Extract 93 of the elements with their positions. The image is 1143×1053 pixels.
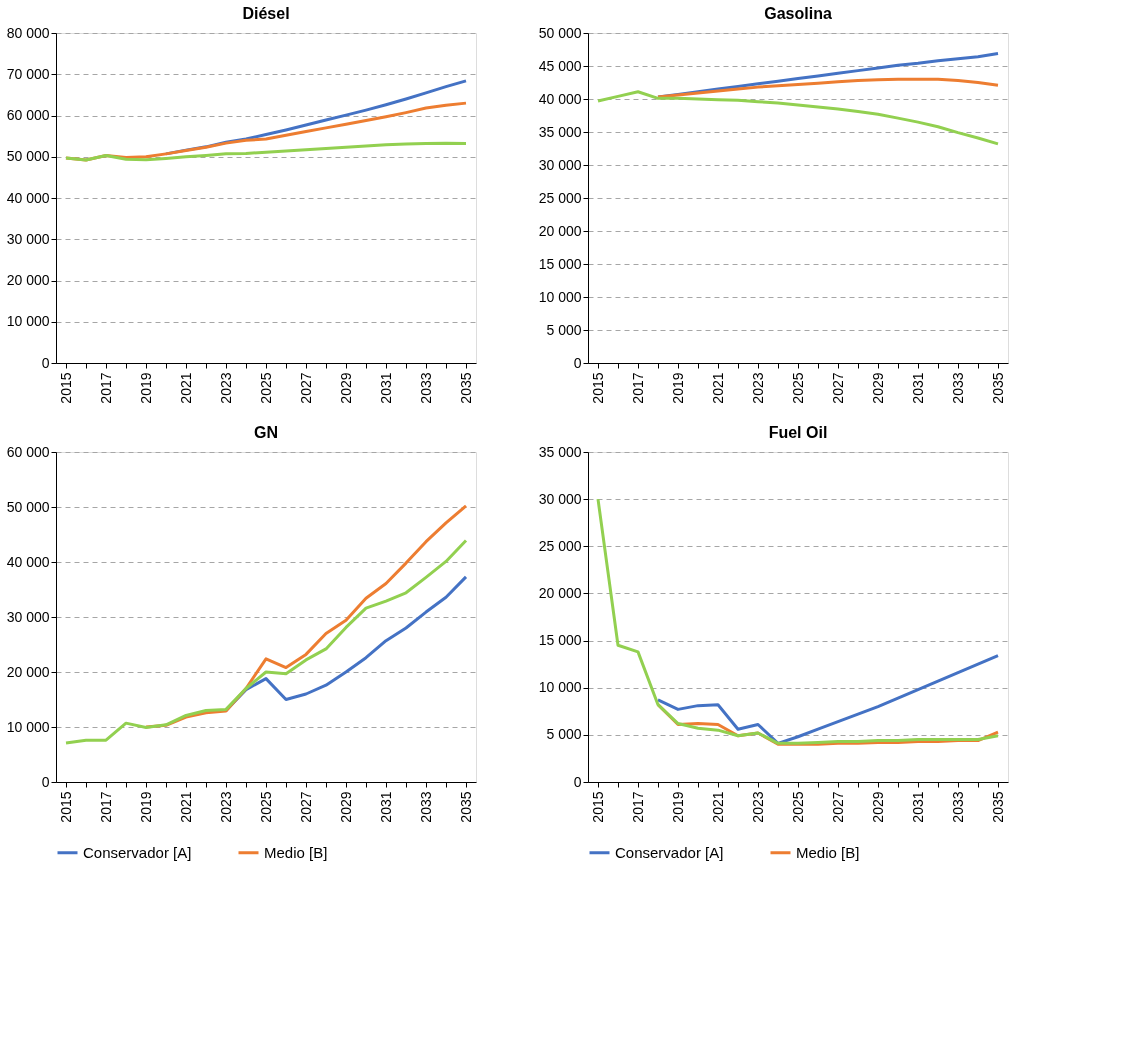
x-tick-label: 2033: [949, 372, 966, 404]
x-tick-label: 2025: [257, 791, 274, 823]
y-tick-label: 15 000: [538, 632, 582, 649]
x-tick-label: 2015: [589, 791, 606, 823]
x-tick-label: 2023: [217, 372, 234, 404]
x-tick-label: 2019: [669, 372, 686, 404]
x-tick-label: 2033: [417, 791, 434, 823]
y-tick-label: 0: [573, 354, 582, 371]
x-tick-label: 2021: [177, 791, 194, 823]
y-tick-label: 45 000: [538, 57, 582, 74]
y-tick-label: 10 000: [538, 288, 582, 305]
x-tick-label: 2017: [629, 372, 646, 404]
y-tick-label: 15 000: [538, 255, 582, 272]
y-tick-label: 30 000: [538, 156, 582, 173]
y-tick-label: 25 000: [538, 537, 582, 554]
y-tick-label: 0: [41, 773, 50, 790]
y-tick-label: 20 000: [6, 272, 50, 288]
x-tick-label: 2025: [789, 372, 806, 404]
x-tick-label: 2015: [589, 372, 606, 404]
y-tick-label: 70 000: [6, 65, 50, 82]
chart-title: Gasolina: [764, 5, 832, 22]
x-tick-label: 2035: [989, 372, 1006, 404]
y-tick-label: 40 000: [538, 90, 582, 107]
y-tick-label: 20 000: [538, 222, 582, 239]
x-tick-label: 2033: [949, 791, 966, 823]
x-tick-label: 2031: [377, 372, 394, 404]
x-tick-label: 2021: [177, 372, 194, 404]
y-tick-label: 5 000: [546, 321, 582, 338]
x-tick-label: 2021: [709, 791, 726, 823]
x-tick-label: 2029: [337, 372, 354, 404]
line-series: [596, 90, 1000, 146]
x-tick-label: 2029: [869, 372, 886, 404]
x-tick-label: 2031: [909, 372, 926, 404]
y-tick-label: 20 000: [6, 663, 50, 680]
y-tick-label: 40 000: [6, 189, 50, 206]
x-tick-label: 2019: [137, 791, 154, 823]
x-tick-label: 2019: [669, 791, 686, 823]
y-tick-label: 30 000: [538, 490, 582, 507]
line-series: [596, 497, 1000, 745]
line-series: [64, 141, 468, 162]
x-tick-label: 2015: [57, 372, 74, 404]
line-series: [656, 654, 1000, 745]
y-tick-label: 60 000: [6, 107, 50, 123]
x-tick-label: 2029: [337, 791, 354, 823]
y-tick-label: 10 000: [6, 313, 50, 330]
line-series: [64, 539, 468, 745]
x-tick-label: 2017: [97, 791, 114, 823]
y-tick-label: 10 000: [6, 718, 50, 735]
x-tick-label: 2035: [457, 372, 474, 404]
x-tick-label: 2023: [749, 791, 766, 823]
line-series: [656, 77, 1000, 99]
y-tick-label: 0: [41, 354, 50, 371]
x-tick-label: 2027: [829, 372, 846, 404]
y-tick-label: 50 000: [6, 148, 50, 165]
legend-label: Conservador [A]: [615, 843, 724, 861]
y-tick-label: 50 000: [6, 498, 50, 515]
y-tick-label: 0: [573, 773, 582, 790]
x-tick-label: 2025: [789, 791, 806, 823]
x-tick-label: 2027: [297, 372, 314, 404]
x-tick-label: 2035: [989, 791, 1006, 823]
legend-label: Medio [B]: [264, 843, 328, 861]
x-tick-label: 2031: [377, 791, 394, 823]
x-tick-label: 2017: [629, 791, 646, 823]
x-tick-label: 2023: [749, 372, 766, 404]
x-tick-label: 2017: [97, 372, 114, 404]
y-tick-label: 40 000: [6, 553, 50, 570]
y-tick-label: 20 000: [538, 584, 582, 601]
x-tick-label: 2021: [709, 372, 726, 404]
y-tick-label: 30 000: [6, 230, 50, 247]
y-tick-label: 80 000: [6, 24, 50, 41]
x-tick-label: 2035: [457, 791, 474, 823]
x-tick-label: 2033: [417, 372, 434, 404]
chart-title: Fuel Oil: [768, 424, 828, 441]
y-tick-label: 10 000: [538, 679, 582, 696]
x-tick-label: 2023: [217, 791, 234, 823]
x-tick-label: 2027: [829, 791, 846, 823]
y-tick-label: 50 000: [538, 24, 582, 41]
y-tick-label: 35 000: [538, 443, 582, 460]
legend-label: Medio [B]: [796, 843, 860, 861]
x-tick-label: 2025: [257, 372, 274, 404]
chart-title: GN: [254, 424, 278, 441]
y-tick-label: 25 000: [538, 189, 582, 206]
y-tick-label: 35 000: [538, 123, 582, 140]
x-tick-label: 2027: [297, 791, 314, 823]
x-tick-label: 2019: [137, 372, 154, 404]
y-tick-label: 30 000: [6, 608, 50, 625]
legend-label: Conservador [A]: [83, 843, 192, 861]
x-tick-label: 2029: [869, 791, 886, 823]
chart-title: Diésel: [242, 5, 290, 22]
y-tick-label: 5 000: [546, 726, 582, 743]
y-tick-label: 60 000: [6, 443, 50, 460]
x-tick-label: 2015: [57, 791, 74, 823]
x-tick-label: 2031: [909, 791, 926, 823]
